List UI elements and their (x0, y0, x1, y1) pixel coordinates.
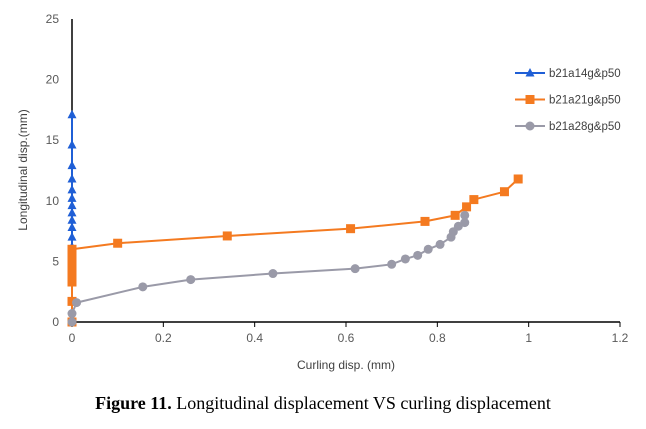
legend-label: b21a28g&p50 (549, 121, 621, 133)
data-point-b21a28g&p50 (413, 250, 423, 260)
data-point-b21a21g&p50 (67, 277, 77, 287)
data-point-b21a21g&p50 (346, 224, 356, 234)
data-point-b21a21g&p50 (513, 174, 523, 184)
data-point-b21a21g&p50 (67, 250, 77, 260)
x-tick-label: 0 (69, 331, 76, 345)
data-point-b21a21g&p50 (222, 231, 232, 241)
caption-text: Longitudinal displacement VS curling dis… (171, 393, 551, 413)
y-tick-label: 10 (46, 194, 60, 208)
data-point-b21a14g&p50 (67, 109, 77, 119)
x-tick-label: 0.8 (429, 331, 446, 345)
data-point-b21a21g&p50 (420, 216, 430, 226)
data-point-b21a14g&p50 (67, 173, 77, 183)
data-point-b21a28g&p50 (72, 298, 82, 308)
x-tick-label: 1.2 (612, 331, 629, 345)
data-point-b21a21g&p50 (67, 244, 77, 254)
data-point-b21a28g&p50 (423, 244, 433, 254)
legend-marker (525, 121, 535, 131)
data-point-b21a21g&p50 (113, 238, 123, 248)
data-point-b21a28g&p50 (350, 264, 360, 274)
data-point-b21a28g&p50 (460, 210, 470, 220)
data-point-b21a21g&p50 (450, 210, 460, 220)
legend-marker (525, 95, 535, 104)
y-axis-label: Longitudinal disp.(mm) (16, 109, 30, 230)
y-tick-label: 20 (46, 73, 60, 87)
data-point-b21a14g&p50 (67, 160, 77, 170)
data-point-b21a14g&p50 (67, 215, 77, 224)
data-point-b21a28g&p50 (67, 317, 77, 327)
legend-label: b21a21g&p50 (549, 95, 621, 107)
data-point-b21a21g&p50 (67, 296, 77, 306)
x-tick-label: 0.4 (246, 331, 263, 345)
data-point-b21a21g&p50 (462, 202, 472, 212)
chart: Curling disp. (mm) Longitudinal disp.(mm… (16, 12, 629, 372)
data-point-b21a14g&p50 (67, 207, 77, 217)
data-point-b21a28g&p50 (67, 309, 77, 319)
data-point-b21a28g&p50 (268, 269, 278, 279)
data-point-b21a21g&p50 (67, 256, 77, 266)
y-tick-label: 0 (52, 315, 59, 329)
x-tick-label: 0.6 (338, 331, 355, 345)
y-tick-label: 5 (52, 254, 59, 268)
x-tick-label: 0.2 (155, 331, 172, 345)
legend-label: b21a14g&p50 (549, 68, 621, 80)
data-point-b21a28g&p50 (435, 239, 445, 249)
data-point-b21a28g&p50 (186, 275, 196, 285)
x-axis-label: Curling disp. (mm) (297, 358, 395, 372)
series-line-b21a21g&p50 (71, 178, 519, 322)
legend-marker (525, 68, 535, 77)
data-point-b21a28g&p50 (460, 218, 470, 228)
caption-label: Figure 11. (95, 393, 172, 413)
data-point-b21a21g&p50 (499, 187, 509, 197)
x-tick-label: 1 (525, 331, 532, 345)
data-point-b21a14g&p50 (67, 222, 77, 231)
figure-caption: Figure 11. Longitudinal displacement VS … (0, 393, 646, 414)
data-point-b21a14g&p50 (67, 140, 77, 149)
data-point-b21a14g&p50 (67, 193, 77, 202)
data-point-b21a14g&p50 (67, 232, 77, 241)
data-point-b21a21g&p50 (67, 269, 77, 279)
data-point-b21a28g&p50 (387, 259, 397, 269)
series-line-b21a28g&p50 (71, 215, 466, 322)
y-tick-label: 15 (46, 133, 60, 147)
data-point-b21a14g&p50 (67, 184, 77, 194)
data-point-b21a21g&p50 (67, 262, 77, 272)
data-point-b21a14g&p50 (67, 200, 77, 210)
y-tick-label: 25 (46, 12, 60, 26)
data-point-b21a28g&p50 (138, 282, 148, 292)
data-point-b21a21g&p50 (469, 195, 479, 205)
data-point-b21a28g&p50 (400, 254, 410, 264)
